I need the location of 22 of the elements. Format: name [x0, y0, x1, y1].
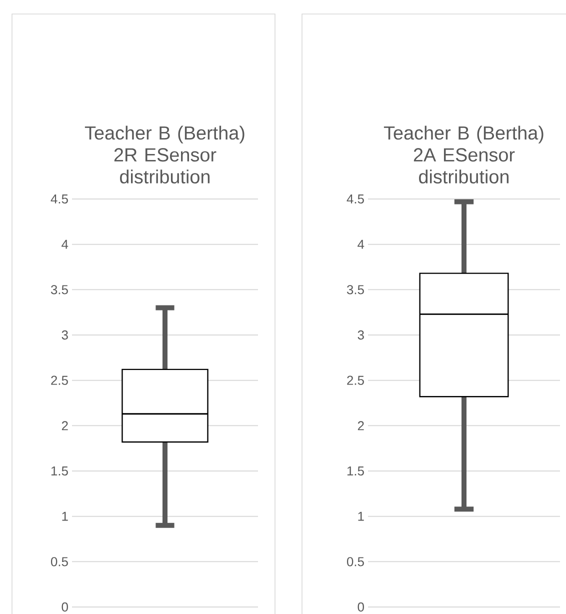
y-tick-label: 2 — [62, 421, 68, 430]
y-tick-label: 3 — [62, 330, 68, 340]
y-tick-label: 4 — [358, 240, 364, 249]
y-tick-label: 2.5 — [51, 376, 68, 385]
y-tick-label: 1.5 — [51, 466, 68, 476]
y-tick-label: 0.5 — [50, 557, 68, 566]
chart-title: Teacher B (Bertha) 2R ESensor distribution — [84, 126, 244, 184]
y-tick-label: 0 — [358, 602, 364, 612]
y-tick-label: 2 — [358, 421, 364, 430]
y-tick-label: 1 — [62, 512, 68, 521]
y-tick-label: 2.5 — [347, 376, 364, 385]
chart-title: Teacher B (Bertha) 2A ESensor distribution — [384, 126, 544, 184]
y-tick-label: 0.5 — [346, 557, 364, 566]
y-tick-label: 3 — [358, 330, 364, 340]
y-tick-label: 1 — [358, 512, 364, 521]
y-tick-label: 4.5 — [346, 194, 364, 204]
y-tick-label: 4.5 — [50, 194, 68, 204]
y-tick-label: 1.5 — [347, 466, 364, 476]
y-tick-label: 3.5 — [50, 285, 68, 294]
y-tick-label: 4 — [62, 240, 68, 249]
y-tick-label: 0 — [62, 602, 68, 612]
y-tick-label: 3.5 — [346, 285, 364, 294]
